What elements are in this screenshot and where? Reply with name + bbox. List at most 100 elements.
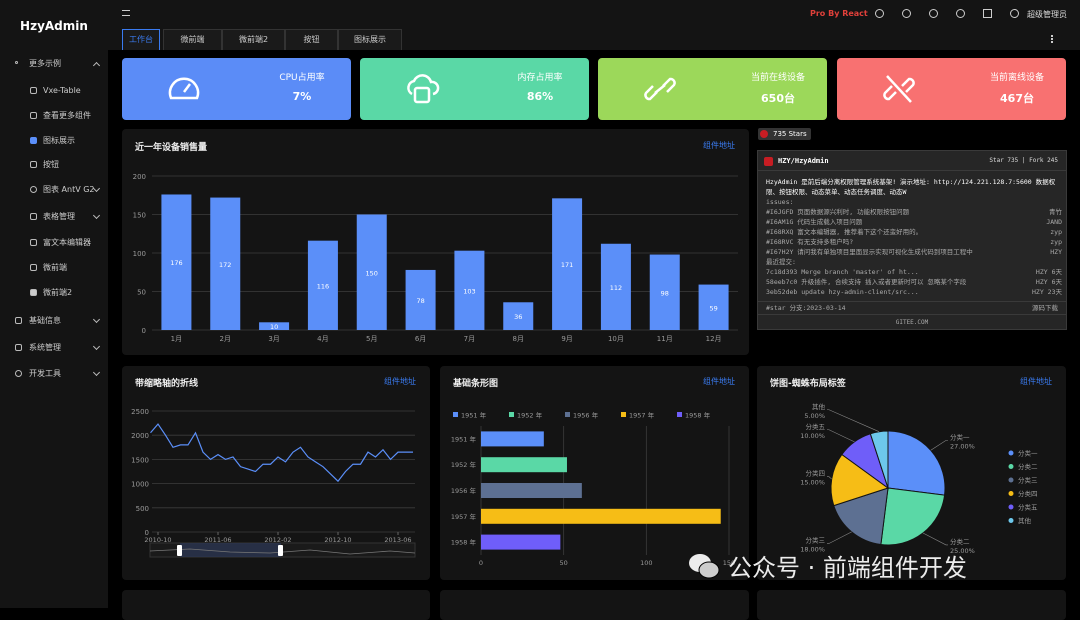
menu-item[interactable]: Vxe-Table xyxy=(43,86,81,95)
stat-value: 467台 xyxy=(1000,92,1034,105)
commit[interactable]: 3eb52deb update hzy-admin-client/src... H… xyxy=(766,287,1062,297)
stat-icon xyxy=(168,77,200,100)
menu-icon xyxy=(30,239,37,246)
menu-icon xyxy=(30,161,37,168)
icon[interactable] xyxy=(983,9,992,18)
issues: issues: #I6JGFD 页面数据源兴利时, 功能权限按钮问题 青竹 #I6… xyxy=(766,197,1062,297)
gitee-footer: #star 分支:2023-03-14 源码下载 xyxy=(758,301,1066,315)
issue[interactable]: #I68RVC 有无支持多租户吗? zyp xyxy=(766,237,1062,247)
commit-author: HZY 23天 xyxy=(1032,288,1062,296)
chart-card xyxy=(440,590,749,620)
issue-author: HZY xyxy=(1050,248,1062,256)
issue[interactable]: #I68RXQ 富文本编辑器, 推荐着下这个还蛮好用的。 zyp xyxy=(766,227,1062,237)
repo-stats: Star 735 | Fork 245 xyxy=(989,157,1058,164)
menu-item[interactable]: 按钮 xyxy=(43,160,59,169)
icon[interactable] xyxy=(902,9,911,18)
card-title: 带缩略轴的折线 xyxy=(135,379,199,389)
brand: Pro By React xyxy=(810,9,868,18)
icon[interactable] xyxy=(956,9,965,18)
menu-item[interactable]: 微前端2 xyxy=(43,288,73,297)
commits-title: 最近提交: xyxy=(766,258,796,266)
tab[interactable]: 工作台 xyxy=(122,29,160,50)
menu-icon xyxy=(15,370,22,377)
menu-item[interactable]: 表格管理 xyxy=(43,212,75,221)
issue[interactable]: #I6AM1G 代码生成载入项目问题 JAND xyxy=(766,217,1062,227)
card-title: 基础条形图 xyxy=(453,379,499,389)
chart-card xyxy=(757,590,1066,620)
card-link[interactable]: 组件地址 xyxy=(384,377,416,386)
issue-author: zyp xyxy=(1050,238,1062,246)
logo: HzyAdmin xyxy=(20,19,88,33)
card-title: 近一年设备销售量 xyxy=(135,143,208,153)
chart-card xyxy=(122,590,430,620)
menu-item[interactable]: 系统管理 xyxy=(29,343,61,352)
download-link[interactable]: 源码下载 xyxy=(1032,304,1058,312)
menu-item[interactable]: 更多示例 xyxy=(29,59,61,68)
menu-item[interactable]: 图标展示 xyxy=(43,136,75,145)
card-link[interactable]: 组件地址 xyxy=(703,377,735,386)
menu-item[interactable]: 微前端 xyxy=(43,263,67,272)
menu-toggle[interactable] xyxy=(122,10,130,16)
sidebar: HzyAdmin 更多示例 Vxe-Table 查看更多组件 图标展示 按钮 图… xyxy=(0,0,108,608)
menu-icon xyxy=(15,317,22,324)
menu-item[interactable]: 开发工具 xyxy=(29,369,61,378)
stat-card: CPU占用率 7% xyxy=(122,58,351,120)
watermark-text: 公众号 · 前端组件开发 xyxy=(728,554,967,582)
card-link[interactable]: 组件地址 xyxy=(703,141,735,150)
menu-icon xyxy=(30,213,37,220)
wechat-icon xyxy=(689,553,720,578)
commit[interactable]: 58eeb7c0 升级插件, 合续支持 插入或者更新时可以 忽略某个字段 HZY … xyxy=(766,277,1062,287)
issues-title: issues: xyxy=(766,198,794,206)
card-link[interactable]: 组件地址 xyxy=(1020,377,1052,386)
stat-card: 当前在线设备 650台 xyxy=(598,58,827,120)
commit-author: HZY 6天 xyxy=(1035,278,1062,286)
menu-item[interactable]: 查看更多组件 xyxy=(43,111,91,120)
stat-icon xyxy=(883,75,915,103)
issue-title: #I6AM1G 代码生成载入项目问题 xyxy=(766,218,863,226)
tab[interactable]: 微前端2 xyxy=(222,29,285,50)
menu-icon xyxy=(30,289,37,296)
footer-text: #star 分支:2023-03-14 xyxy=(766,304,846,312)
stat-label: 当前在线设备 xyxy=(750,73,805,83)
icon[interactable] xyxy=(929,9,938,18)
menu-item[interactable]: 基础信息 xyxy=(29,316,61,325)
issue[interactable]: #I67H2Y 请问我有单独项目里面显示实现可视化生成代码到项目工程中 HZY xyxy=(766,247,1062,257)
menu-icon xyxy=(30,137,37,144)
commit-message: 58eeb7c0 升级插件, 合续支持 插入或者更新时可以 忽略某个字段 xyxy=(766,278,967,286)
more[interactable] xyxy=(1051,35,1053,43)
user-name[interactable]: 超级管理员 xyxy=(1027,10,1067,19)
tab[interactable]: 按钮 xyxy=(285,29,338,50)
icon[interactable] xyxy=(1010,9,1019,18)
description: HzyAdmin 是前后端分离权限管理系统基架! 演示地址: http://12… xyxy=(766,178,1056,196)
issue[interactable]: #I6JGFD 页面数据源兴利时, 功能权限按钮问题 青竹 xyxy=(766,207,1062,217)
commit[interactable]: 7c18d393 Merge branch 'master' of ht... H… xyxy=(766,267,1062,277)
stat-label: CPU占用率 xyxy=(279,73,325,83)
tab[interactable]: 微前端 xyxy=(163,29,222,50)
stat-icon xyxy=(644,77,676,101)
menu-item[interactable]: 富文本编辑器 xyxy=(43,238,91,247)
issue-title: #I68RXQ 富文本编辑器, 推荐着下这个还蛮好用的。 xyxy=(766,228,923,236)
menu-icon xyxy=(30,186,37,193)
stat-value: 650台 xyxy=(761,92,795,105)
stat-value: 7% xyxy=(292,90,312,103)
menu-icon xyxy=(30,112,37,119)
stat-label: 内存占用率 xyxy=(517,73,563,83)
commit-author: HZY 6天 xyxy=(1035,268,1062,276)
gitee-card: HZY/HzyAdmin Star 735 | Fork 245 HzyAdmi… xyxy=(757,150,1067,330)
stars-badge[interactable]: 735 Stars xyxy=(758,128,811,140)
tab[interactable]: 图标展示 xyxy=(338,29,402,50)
gitee-site[interactable]: GITEE.COM xyxy=(895,319,929,326)
chart-card: 近一年设备销售量 组件地址 xyxy=(122,129,749,355)
gitee-header: HZY/HzyAdmin Star 735 | Fork 245 xyxy=(758,151,1066,171)
menu-icon xyxy=(15,344,22,351)
badge-text: 735 Stars xyxy=(773,130,807,138)
issue-title: #I6JGFD 页面数据源兴利时, 功能权限按钮问题 xyxy=(766,208,910,216)
stat-card: 内存占用率 86% xyxy=(360,58,589,120)
repo-name[interactable]: HZY/HzyAdmin xyxy=(778,157,829,165)
stat-label: 当前离线设备 xyxy=(989,73,1044,83)
chevron xyxy=(92,211,101,220)
menu-item[interactable]: 图表 AntV G2 xyxy=(43,185,95,194)
issue-author: zyp xyxy=(1050,228,1062,236)
icon[interactable] xyxy=(875,9,884,18)
